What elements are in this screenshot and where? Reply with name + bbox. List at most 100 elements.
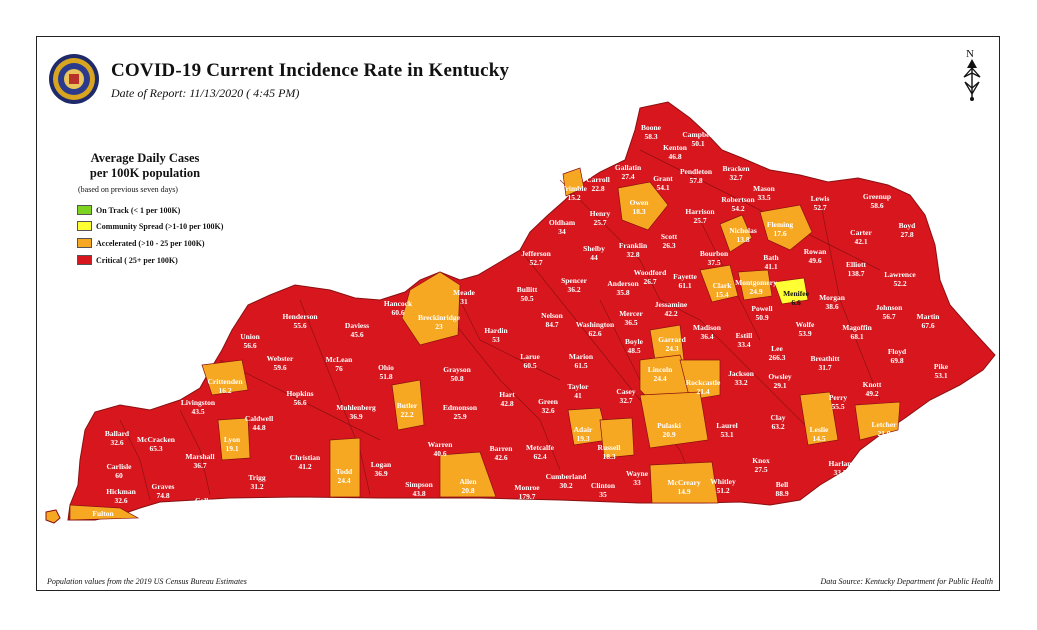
county-rate-christian: 41.2	[298, 462, 311, 471]
county-name-grayson: Grayson	[443, 365, 471, 374]
county-rate-hickman: 32.6	[114, 496, 127, 505]
county-name-lewis: Lewis	[811, 194, 830, 203]
county-name-boone: Boone	[641, 123, 662, 132]
county-name-henry: Henry	[590, 209, 611, 218]
state-outline	[67, 101, 996, 521]
county-name-livingston: Livingston	[181, 398, 216, 407]
county-rate-logan: 36.9	[374, 469, 387, 478]
county-name-montgomery: Montgomery	[735, 278, 777, 287]
county-rate-green: 32.6	[541, 406, 554, 415]
county-rate-marion: 61.5	[574, 361, 587, 370]
legend-item-accelerated: Accelerated (>10 - 25 per 100K)	[77, 237, 205, 249]
county-rate-leslie: 14.5	[812, 434, 825, 443]
county-rate-harrison: 25.7	[693, 216, 706, 225]
county-name-taylor: Taylor	[568, 382, 590, 391]
county-name-hickman: Hickman	[106, 487, 136, 496]
county-name-christian: Christian	[290, 453, 321, 462]
legend-swatch-accelerated	[77, 238, 92, 248]
county-rate-oldham: 34	[558, 227, 566, 236]
county-rate-cumberland: 30.2	[559, 481, 572, 490]
county-rate-barren: 42.6	[494, 453, 507, 462]
county-rate-rowan: 49.6	[808, 256, 821, 265]
county-rate-letcher: 21.9	[877, 429, 890, 438]
county-rate-monroe: 179.7	[519, 492, 536, 501]
county-rate-russell: 18.3	[602, 452, 615, 461]
county-rate-henry: 25.7	[593, 218, 606, 227]
county-rate-muhlenberg: 36.9	[349, 412, 362, 421]
legend-item-on-track: On Track (< 1 per 100K)	[77, 204, 180, 216]
county-rate-graves: 74.8	[156, 491, 169, 500]
county-name-jessamine: Jessamine	[655, 300, 688, 309]
county-name-mclean: McLean	[326, 355, 353, 364]
county-rate-nicholas: 13.8	[736, 235, 749, 244]
county-rate-mccreary: 14.9	[677, 487, 690, 496]
county-rate-daviess: 45.6	[350, 330, 363, 339]
county-name-bourbon: Bourbon	[700, 249, 729, 258]
north-label: N	[966, 48, 974, 60]
legend-note: (based on previous seven days)	[78, 185, 178, 194]
county-name-knox: Knox	[752, 456, 770, 465]
county-rate-scott: 26.3	[662, 241, 675, 250]
county-name-meade: Meade	[453, 288, 475, 297]
county-name-magoffin: Magoffin	[842, 323, 872, 332]
county-rate-spencer: 36.2	[567, 285, 580, 294]
county-name-monroe: Monroe	[514, 483, 540, 492]
county-rate-hart: 42.8	[500, 399, 513, 408]
county-name-pulaski: Pulaski	[657, 421, 681, 430]
county-name-harrison: Harrison	[685, 207, 715, 216]
county-name-robertson: Robertson	[721, 195, 755, 204]
legend-swatch-critical	[77, 255, 92, 265]
county-rate-marshall: 36.7	[193, 461, 206, 470]
county-name-perry: Perry	[829, 393, 848, 402]
county-rate-allen: 20.8	[461, 486, 474, 495]
county-name-clark: Clark	[713, 281, 733, 290]
county-name-letcher: Letcher	[872, 420, 898, 429]
county-rate-elliott: 138.7	[848, 269, 865, 278]
county-rate-metcalfe: 62.4	[533, 452, 546, 461]
county-name-lincoln: Lincoln	[648, 365, 673, 374]
county-name-edmonson: Edmonson	[443, 403, 478, 412]
county-name-hardin: Hardin	[484, 326, 508, 335]
county-name-harlan: Harlan	[829, 459, 853, 468]
county-name-trigg: Trigg	[248, 473, 266, 482]
county-rate-floyd: 69.8	[890, 356, 903, 365]
county-name-breathitt: Breathitt	[810, 354, 840, 363]
county-rate-webster: 59.6	[273, 363, 286, 372]
county-name-kenton: Kenton	[663, 143, 688, 152]
county-name-owen: Owen	[630, 198, 650, 207]
county-name-nelson: Nelson	[541, 311, 563, 320]
county-name-russell: Russell	[598, 443, 621, 452]
county-name-estill: Estill	[736, 331, 753, 340]
county-rate-estill: 33.4	[737, 340, 750, 349]
county-name-breckinridge: Breckinridge	[418, 313, 461, 322]
county-name-webster: Webster	[267, 354, 294, 363]
north-arrow-icon: N	[963, 48, 981, 101]
county-name-morgan: Morgan	[819, 293, 846, 302]
county-name-boyle: Boyle	[625, 337, 644, 346]
county-rate-fulton: 23.9	[96, 518, 109, 527]
legend-item-critical: Critical ( 25+ per 100K)	[77, 254, 178, 266]
county-rate-butler: 22.2	[400, 410, 413, 419]
county-rate-larue: 60.5	[523, 361, 536, 370]
county-rate-lee: 266.3	[769, 353, 786, 362]
county-rate-taylor: 41	[574, 391, 582, 400]
county-name-oldham: Oldham	[549, 218, 576, 227]
county-name-leslie: Leslie	[810, 425, 829, 434]
report-date: Date of Report: 11/13/2020 ( 4:45 PM)	[111, 86, 300, 100]
legend-item-community-spread: Community Spread (>1-10 per 100K)	[77, 220, 223, 232]
county-name-graves: Graves	[152, 482, 175, 491]
county-rate-breckinridge: 23	[435, 322, 443, 331]
county-rate-robertson: 54.2	[731, 204, 744, 213]
county-name-fayette: Fayette	[673, 272, 697, 281]
county-name-pendleton: Pendleton	[680, 167, 713, 176]
county-name-laurel: Laurel	[716, 421, 738, 430]
county-name-clay: Clay	[771, 413, 786, 422]
county-rate-carlisle: 60	[115, 471, 123, 480]
legend-swatch-community-spread	[77, 221, 92, 231]
county-name-spencer: Spencer	[561, 276, 588, 285]
county-rate-kenton: 46.8	[668, 152, 681, 161]
county-rate-franklin: 32.8	[626, 250, 639, 259]
county-rate-montgomery: 24.9	[749, 287, 762, 296]
county-name-rockcastle: Rockcastle	[686, 378, 721, 387]
county-name-mccreary: McCreary	[667, 478, 700, 487]
